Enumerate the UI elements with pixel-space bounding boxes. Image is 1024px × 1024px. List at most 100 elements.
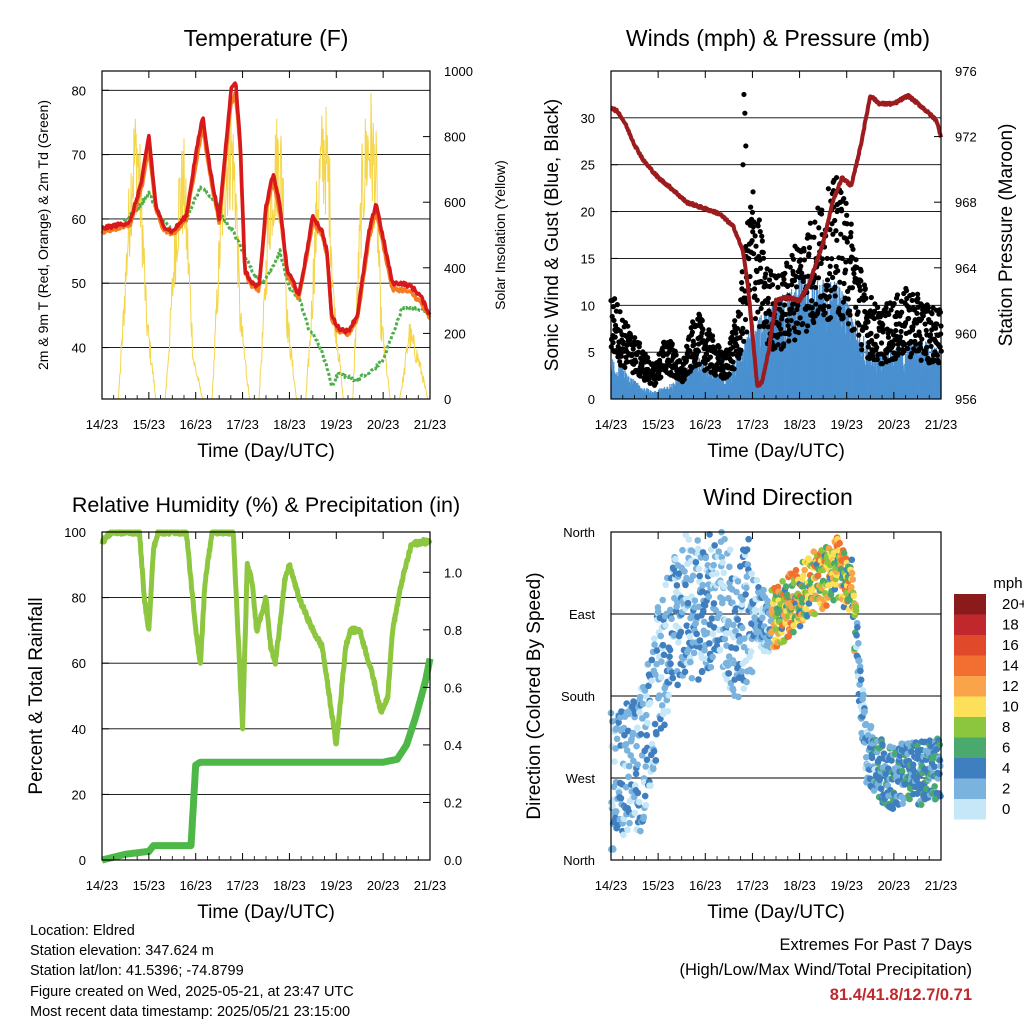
y-axis-label: 2m & 9m T (Red, Orange) & 2m Td (Green): [35, 100, 51, 370]
direction-point: [700, 618, 708, 626]
direction-point: [855, 640, 862, 647]
gust-point: [840, 315, 846, 321]
direction-point: [659, 641, 667, 649]
gust-point: [871, 315, 877, 322]
direction-point: [683, 622, 691, 629]
direction-point: [862, 720, 870, 728]
direction-point: [651, 641, 658, 649]
direction-point: [743, 546, 751, 553]
gust-point: [681, 367, 688, 373]
direction-point: [661, 721, 668, 729]
y-tick-label: 25: [581, 158, 595, 173]
gust-point: [811, 234, 817, 240]
direction-point: [702, 554, 710, 562]
y-right-tick-label: 600: [444, 195, 466, 210]
direction-point: [811, 610, 819, 618]
gust-point: [803, 328, 810, 334]
gust-point: [734, 325, 741, 332]
direction-point: [723, 675, 731, 683]
gust-point: [777, 331, 783, 337]
direction-point: [658, 658, 665, 665]
gust-point: [709, 333, 716, 339]
gust-point: [812, 219, 818, 225]
gust-point: [898, 328, 904, 335]
gust-point: [815, 205, 821, 211]
gust-point: [618, 353, 624, 359]
x-tick-label: 18/23: [783, 417, 816, 432]
direction-point: [740, 643, 748, 651]
gust-point: [800, 321, 806, 327]
gust-point: [758, 305, 764, 312]
y-tick-label: 40: [72, 341, 86, 356]
y-axis-right: 956 960 964 968 972 976 Station Pressure (Maro…: [934, 64, 1017, 407]
direction-point: [667, 660, 674, 668]
y-tick-label: 0: [588, 392, 595, 407]
direction-point: [634, 724, 641, 732]
gust-point: [845, 296, 851, 302]
gust-point: [760, 255, 767, 261]
gust-point: [856, 322, 862, 328]
direction-point: [609, 802, 616, 810]
gust-point: [696, 361, 702, 367]
direction-point: [613, 808, 620, 815]
extremes-subtitle: (High/Low/Max Wind/Total Precipitation): [679, 961, 972, 979]
direction-point: [685, 536, 693, 543]
gust-point: [736, 355, 742, 361]
gust-point: [845, 321, 852, 327]
direction-point: [668, 669, 676, 676]
gust-point: [865, 344, 871, 350]
direction-point: [612, 745, 619, 752]
gust-point: [891, 300, 897, 307]
gust-point: [929, 311, 935, 317]
gust-point: [751, 251, 757, 257]
gust-point: [739, 330, 746, 337]
gust-point: [888, 307, 894, 313]
gust-point: [781, 341, 787, 347]
y-right-tick-label: 0: [444, 392, 451, 407]
y-tick-label: 60: [72, 656, 86, 671]
direction-point: [695, 565, 703, 573]
gust-point: [633, 359, 639, 365]
gust-point: [742, 110, 748, 116]
plot-area: [100, 81, 432, 400]
gust-point: [716, 344, 722, 351]
direction-point: [856, 657, 863, 664]
gust-point: [645, 354, 651, 361]
direction-point: [682, 581, 689, 589]
x-tick-label: 14/23: [595, 878, 628, 893]
gust-point: [884, 350, 890, 356]
gust-point: [738, 347, 744, 353]
gust-point: [847, 312, 853, 318]
direction-point: [848, 569, 856, 577]
created-text: Figure created on Wed, 2025-05-21, at 23…: [30, 983, 354, 1000]
gust-point: [888, 328, 894, 334]
direction-point: [643, 756, 651, 764]
gust-point: [742, 316, 749, 323]
direction-point: [650, 765, 657, 773]
direction-point: [848, 556, 856, 564]
y-axis-label: Percent & Total Rainfall: [26, 597, 47, 794]
gust-point: [851, 271, 857, 277]
direction-point: [710, 624, 718, 631]
y-tick-label: 50: [72, 276, 86, 291]
gust-point: [763, 319, 770, 325]
direction-point: [774, 583, 782, 591]
direction-point: [713, 570, 720, 577]
gust-point: [752, 315, 759, 322]
direction-point: [723, 630, 730, 637]
gust-point: [612, 334, 618, 340]
gust-point: [660, 353, 666, 359]
x-tick-label: 15/23: [133, 417, 166, 432]
gust-point: [838, 231, 844, 237]
gust-point: [743, 143, 749, 149]
chart-panel-2: Winds (mph) & Pressure (mb) 14/23 15/23 16/…: [542, 25, 1017, 462]
direction-point: [732, 627, 739, 635]
direction-point: [716, 646, 724, 654]
gust-point: [744, 329, 750, 335]
gust-point: [908, 338, 914, 345]
direction-point: [674, 681, 681, 689]
gust-point: [836, 305, 842, 312]
gust-point: [752, 293, 758, 299]
gust-point: [848, 221, 854, 227]
gust-point: [893, 313, 899, 320]
